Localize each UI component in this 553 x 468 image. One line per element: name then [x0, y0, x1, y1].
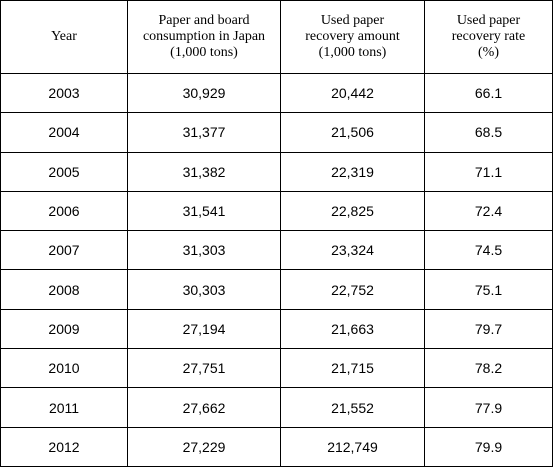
cell-recovery-rate: 77.9	[424, 387, 553, 428]
cell-recovery-amount: 212,749	[280, 426, 425, 468]
table-header: Year Paper and board consumption in Japa…	[0, 0, 553, 74]
table-row: 2004 31,377 21,506 68.5	[0, 112, 553, 153]
header-line: consumption in Japan	[142, 29, 266, 44]
cell-recovery-rate: 75.1	[424, 269, 553, 310]
table-body: 2003 30,929 20,442 66.1 2004 31,377 21,5…	[0, 72, 553, 468]
cell-year: 2008	[0, 269, 128, 310]
cell-consumption: 31,382	[127, 151, 281, 192]
header-line: Paper and board	[158, 13, 250, 28]
cell-recovery-amount: 20,442	[280, 72, 425, 114]
cell-recovery-amount: 23,324	[280, 230, 425, 271]
cell-year: 2004	[0, 112, 128, 153]
table-row: 2003 30,929 20,442 66.1	[0, 72, 553, 114]
table-row: 2010 27,751 21,715 78.2	[0, 348, 553, 389]
cell-recovery-amount: 21,506	[280, 112, 425, 153]
cell-recovery-rate: 72.4	[424, 190, 553, 232]
cell-year: 2003	[0, 72, 128, 114]
cell-year: 2011	[0, 387, 128, 428]
header-line: Year	[51, 29, 77, 44]
cell-recovery-amount: 22,825	[280, 190, 425, 232]
cell-recovery-rate: 79.9	[424, 426, 553, 468]
header-recovery-amount: Used paper recovery amount (1,000 tons)	[280, 0, 425, 74]
table-row: 2008 30,303 22,752 75.1	[0, 269, 553, 310]
cell-consumption: 27,751	[127, 348, 281, 389]
cell-consumption: 30,303	[127, 269, 281, 310]
header-consumption: Paper and board consumption in Japan (1,…	[127, 0, 281, 74]
table-row: 2005 31,382 22,319 71.1	[0, 151, 553, 192]
cell-consumption: 31,303	[127, 230, 281, 271]
header-line: recovery amount	[305, 29, 400, 44]
cell-recovery-amount: 21,663	[280, 308, 425, 350]
table-row: 2006 31,541 22,825 72.4	[0, 190, 553, 232]
cell-consumption: 27,662	[127, 387, 281, 428]
cell-consumption: 31,541	[127, 190, 281, 232]
header-year: Year	[0, 0, 128, 74]
cell-recovery-rate: 66.1	[424, 72, 553, 114]
cell-year: 2010	[0, 348, 128, 389]
cell-consumption: 27,229	[127, 426, 281, 468]
header-line: recovery rate	[451, 29, 526, 44]
header-line: Used paper	[320, 13, 385, 28]
table-row: 2009 27,194 21,663 79.7	[0, 308, 553, 350]
table-row: 2011 27,662 21,552 77.9	[0, 387, 553, 428]
cell-consumption: 31,377	[127, 112, 281, 153]
cell-year: 2005	[0, 151, 128, 192]
cell-year: 2009	[0, 308, 128, 350]
cell-year: 2007	[0, 230, 128, 271]
cell-recovery-rate: 74.5	[424, 230, 553, 271]
table-row: 2007 31,303 23,324 74.5	[0, 230, 553, 271]
cell-recovery-rate: 68.5	[424, 112, 553, 153]
header-line: Used paper	[456, 13, 521, 28]
header-line: (1,000 tons)	[318, 45, 387, 60]
cell-consumption: 27,194	[127, 308, 281, 350]
header-row: Year Paper and board consumption in Japa…	[0, 0, 553, 74]
header-line: (1,000 tons)	[170, 45, 238, 60]
header-recovery-rate: Used paper recovery rate (%)	[424, 0, 553, 74]
cell-recovery-amount: 21,552	[280, 387, 425, 428]
header-line: (%)	[478, 45, 499, 60]
cell-recovery-rate: 79.7	[424, 308, 553, 350]
cell-recovery-rate: 78.2	[424, 348, 553, 389]
cell-recovery-amount: 22,752	[280, 269, 425, 310]
table-row: 2012 27,229 212,749 79.9	[0, 426, 553, 468]
cell-recovery-amount: 21,715	[280, 348, 425, 389]
cell-recovery-rate: 71.1	[424, 151, 553, 192]
cell-recovery-amount: 22,319	[280, 151, 425, 192]
cell-year: 2012	[0, 426, 128, 468]
cell-year: 2006	[0, 190, 128, 232]
cell-consumption: 30,929	[127, 72, 281, 114]
